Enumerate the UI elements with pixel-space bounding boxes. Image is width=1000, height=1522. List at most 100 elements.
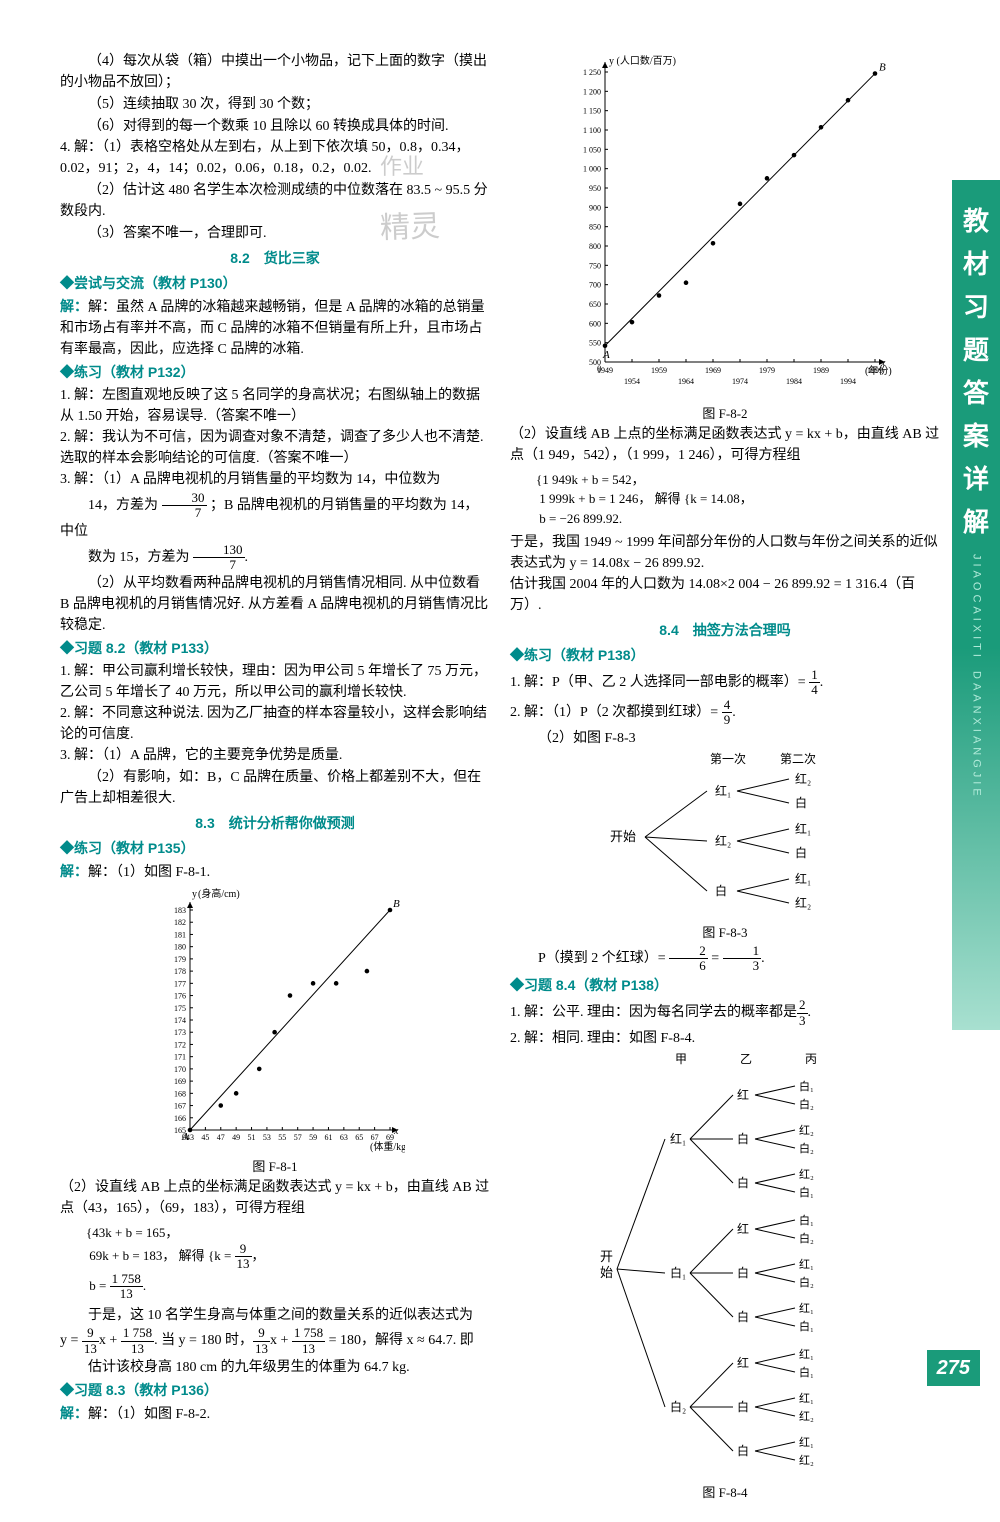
equation: {1 949k + b = 542， 1 999k + b = 1 246， 解… — [536, 470, 940, 529]
svg-text:白₂: 白₂ — [799, 1231, 814, 1245]
svg-text:47: 47 — [217, 1133, 225, 1142]
fraction: 307 — [162, 491, 207, 521]
sidebar-tab: 教 材 习 题 答 案 详 解 JIAOCAIXITI DAANXIANGJIE — [952, 180, 1000, 1030]
body-text: 2. 解：不同意这种说法. 因为乙厂抽查的样本容量较小，这样会影响结论的可信度. — [60, 703, 490, 745]
body-text: （2）设直线 AB 上点的坐标满足函数表达式 y = kx + b，由直线 AB… — [510, 424, 940, 466]
svg-text:B: B — [879, 62, 886, 74]
svg-text:183: 183 — [174, 906, 186, 915]
svg-text:1969: 1969 — [705, 366, 721, 375]
tab-pinyin: DAANXIANGJIE — [968, 671, 985, 800]
svg-text:173: 173 — [174, 1028, 186, 1037]
svg-text:750: 750 — [589, 261, 601, 270]
tree-diagram-f83: 第一次第二次开始红₁红₂白红₂红₁白白红₁红₂ — [605, 751, 845, 921]
right-column: y (人口数/百万)(年份)x0500550600650700750800850… — [510, 50, 940, 1502]
svg-text:红₂: 红₂ — [715, 833, 731, 848]
svg-text:650: 650 — [589, 300, 601, 309]
svg-text:179: 179 — [174, 955, 186, 964]
svg-text:红: 红 — [737, 1355, 749, 1370]
svg-text:167: 167 — [174, 1102, 186, 1111]
figure-caption: 图 F-8-3 — [510, 923, 940, 943]
svg-text:白: 白 — [737, 1265, 749, 1280]
svg-text:59: 59 — [309, 1133, 317, 1142]
body-text: 解：（1）如图 F-8-2. — [88, 1407, 210, 1422]
tab-char: 题 — [963, 331, 989, 370]
svg-text:67: 67 — [371, 1133, 379, 1142]
body-text: （5）连续抽取 30 次，得到 30 个数； — [60, 94, 490, 115]
svg-text:182: 182 — [174, 918, 186, 927]
svg-text:白₁: 白₁ — [799, 1319, 814, 1333]
svg-text:始: 始 — [600, 1265, 613, 1280]
scatter-chart-f81: y(身高/cm)(体重/kg)x016516616716816917017117… — [145, 885, 405, 1155]
figure-caption: 图 F-8-2 — [510, 404, 940, 424]
tab-char: 教 — [963, 202, 989, 241]
body-text: （2）估计这 480 名学生本次检测成绩的中位数落在 83.5 ~ 95.5 分… — [60, 180, 490, 222]
tab-char: 解 — [963, 503, 989, 542]
body-text: 于是，我国 1949 ~ 1999 年间部分年份的人口数与年份之间关系的近似表达… — [510, 532, 940, 574]
svg-text:174: 174 — [174, 1016, 186, 1025]
svg-text:白: 白 — [737, 1443, 749, 1458]
body-text: 解：虽然 A 品牌的冰箱越来越畅销，但是 A 品牌的冰箱的总销量和市场占有率并不… — [60, 300, 485, 357]
svg-text:白₁: 白₁ — [799, 1213, 814, 1227]
body-text: 解：解：虽然 A 品牌的冰箱越来越畅销，但是 A 品牌的冰箱的总销量和市场占有率… — [60, 296, 490, 360]
svg-text:y: y — [192, 889, 197, 900]
svg-text:白₁: 白₁ — [670, 1265, 686, 1280]
body-text: 数为 15，方差为 1307. — [60, 543, 490, 573]
tab-pinyin: JIAOCAIXITI — [968, 554, 985, 661]
svg-text:白: 白 — [795, 795, 807, 810]
section-title: 8.3 统计分析帮你做预测 — [60, 813, 490, 834]
svg-text:白₁: 白₁ — [799, 1079, 814, 1093]
body-text: 3. 解：（1）A 品牌电视机的月销售量的平均数为 14，中位数为 — [60, 469, 490, 490]
body-text: 2. 解：相同. 理由：如图 F-8-4. — [510, 1028, 940, 1049]
svg-text:红: 红 — [737, 1221, 749, 1236]
body-text: 1. 解：左图直观地反映了这 5 名同学的身高状况；右图纵轴上的数据从 1.50… — [60, 385, 490, 427]
svg-text:1 200: 1 200 — [583, 87, 601, 96]
svg-text:红₁: 红₁ — [715, 783, 731, 798]
body-text: 1. 解：甲公司赢利增长较快，理由：因为甲公司 5 年增长了 75 万元，乙公司… — [60, 661, 490, 703]
svg-text:1979: 1979 — [759, 366, 775, 375]
body-text: 3. 解：（1）A 品牌，它的主要竞争优势是质量. — [60, 745, 490, 766]
tab-char: 详 — [963, 460, 989, 499]
svg-text:1989: 1989 — [813, 366, 829, 375]
svg-text:69: 69 — [386, 1133, 394, 1142]
svg-text:1984: 1984 — [786, 377, 802, 386]
tab-char: 习 — [963, 288, 989, 327]
practice-heading: ◆习题 8.2（教材 P133） — [60, 638, 490, 659]
practice-heading: ◆练习（教材 P138） — [510, 645, 940, 666]
practice-heading: ◆尝试与交流（教材 P130） — [60, 273, 490, 294]
svg-text:红₁: 红₁ — [799, 1436, 814, 1449]
svg-text:白: 白 — [737, 1175, 749, 1190]
svg-text:A: A — [602, 349, 610, 361]
tab-char: 案 — [963, 417, 989, 456]
svg-text:1999: 1999 — [867, 366, 883, 375]
body-text: 估计我国 2004 年的人口数为 14.08×2 004 − 26 899.92… — [510, 574, 940, 616]
body-text: （6）对得到的每一个数乘 10 且除以 60 转换成具体的时间. — [60, 116, 490, 137]
svg-text:177: 177 — [174, 980, 186, 989]
svg-text:170: 170 — [174, 1065, 186, 1074]
svg-text:白₁: 白₁ — [799, 1365, 814, 1379]
body-text: 1. 解：公平. 理由：因为每名同学去的概率都是23. — [510, 998, 940, 1028]
svg-text:57: 57 — [294, 1133, 302, 1142]
svg-text:白₁: 白₁ — [799, 1185, 814, 1199]
body-text: y = 913x + 1 75813. 当 y = 180 时，913x + 1… — [60, 1326, 490, 1356]
svg-text:45: 45 — [201, 1133, 209, 1142]
svg-text:65: 65 — [355, 1133, 363, 1142]
svg-text:丙: 丙 — [805, 1052, 817, 1066]
figure-caption: 图 F-8-1 — [60, 1157, 490, 1177]
body-text: 4. 解：（1）表格空格处从左到右，从上到下依次填 50，0.8，0.34，0.… — [60, 137, 490, 179]
svg-text:白₂: 白₂ — [799, 1275, 814, 1289]
svg-text:白: 白 — [795, 845, 807, 860]
practice-heading: ◆练习（教材 P132） — [60, 362, 490, 383]
svg-text:开: 开 — [600, 1249, 613, 1264]
svg-text:甲: 甲 — [675, 1052, 687, 1066]
svg-text:1959: 1959 — [651, 366, 667, 375]
svg-text:1954: 1954 — [624, 377, 640, 386]
svg-text:1 000: 1 000 — [583, 165, 601, 174]
body-text: 2. 解：我认为不可信，因为调查对象不清楚，调查了多少人也不清楚. 选取的样本会… — [60, 427, 490, 469]
svg-text:550: 550 — [589, 339, 601, 348]
svg-text:红₁: 红₁ — [670, 1131, 686, 1146]
svg-text:红: 红 — [737, 1087, 749, 1102]
page-number: 275 — [927, 1350, 980, 1386]
svg-text:181: 181 — [174, 931, 186, 940]
svg-text:168: 168 — [174, 1090, 186, 1099]
svg-text:63: 63 — [340, 1133, 348, 1142]
